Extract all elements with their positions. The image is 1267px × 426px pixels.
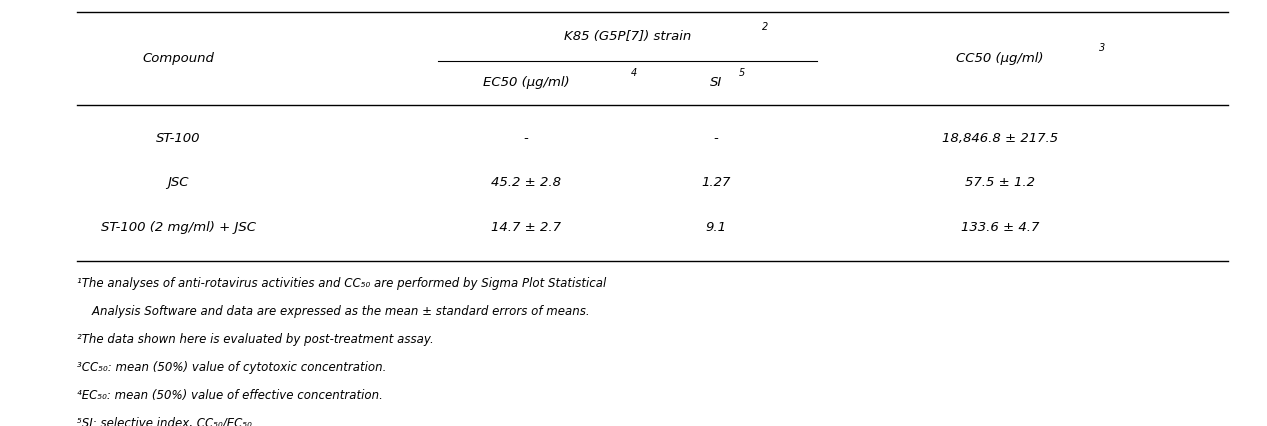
Text: 2: 2 (763, 22, 769, 32)
Text: 1.27: 1.27 (701, 176, 730, 189)
Text: 4: 4 (631, 68, 637, 78)
Text: ⁵SI: selective index, CC₅₀/EC₅₀.: ⁵SI: selective index, CC₅₀/EC₅₀. (77, 417, 256, 426)
Text: K85 (G5P[7]) strain: K85 (G5P[7]) strain (564, 30, 691, 43)
Text: 18,846.8 ± 217.5: 18,846.8 ± 217.5 (943, 132, 1058, 145)
Text: ⁴EC₅₀: mean (50%) value of effective concentration.: ⁴EC₅₀: mean (50%) value of effective con… (77, 389, 383, 402)
Text: 3: 3 (1098, 43, 1105, 53)
Text: SI: SI (710, 77, 722, 89)
Text: Analysis Software and data are expressed as the mean ± standard errors of means.: Analysis Software and data are expressed… (77, 305, 590, 318)
Text: 45.2 ± 2.8: 45.2 ± 2.8 (492, 176, 561, 189)
Text: ¹The analyses of anti-rotavirus activities and CC₅₀ are performed by Sigma Plot : ¹The analyses of anti-rotavirus activiti… (77, 277, 607, 290)
Text: ST-100: ST-100 (156, 132, 200, 145)
Text: EC50 (μg/ml): EC50 (μg/ml) (483, 77, 569, 89)
Text: 133.6 ± 4.7: 133.6 ± 4.7 (960, 221, 1039, 234)
Text: ²The data shown here is evaluated by post-treatment assay.: ²The data shown here is evaluated by pos… (77, 333, 435, 346)
Text: 5: 5 (739, 68, 745, 78)
Text: -: - (523, 132, 528, 145)
Text: Compound: Compound (142, 52, 214, 65)
Text: 57.5 ± 1.2: 57.5 ± 1.2 (965, 176, 1035, 189)
Text: 9.1: 9.1 (706, 221, 726, 234)
Text: CC50 (μg/ml): CC50 (μg/ml) (957, 52, 1044, 65)
Text: ³CC₅₀: mean (50%) value of cytotoxic concentration.: ³CC₅₀: mean (50%) value of cytotoxic con… (77, 361, 386, 374)
Text: ST-100 (2 mg/ml) + JSC: ST-100 (2 mg/ml) + JSC (101, 221, 256, 234)
Text: -: - (713, 132, 718, 145)
Text: JSC: JSC (167, 176, 189, 189)
Text: 14.7 ± 2.7: 14.7 ± 2.7 (492, 221, 561, 234)
